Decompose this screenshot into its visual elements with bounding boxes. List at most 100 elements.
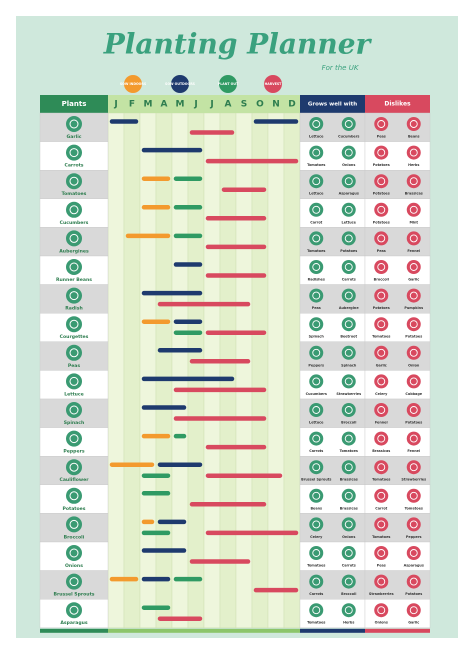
plant-name: Broccoli xyxy=(64,534,85,540)
dislike-icon-detail xyxy=(377,177,386,186)
dislike-icon xyxy=(406,431,421,446)
companion-icon xyxy=(341,603,356,618)
dislike-icon-detail xyxy=(409,177,418,186)
companion-name: Brussel Sprouts xyxy=(301,478,331,482)
plant-icon xyxy=(66,487,82,504)
companion-icon-detail xyxy=(344,120,353,128)
plant-icon-detail xyxy=(69,176,79,186)
dislike-icon xyxy=(406,574,421,589)
dislike-name: Beans xyxy=(408,135,420,139)
companion-icon xyxy=(309,174,324,189)
companion-name: Spinach xyxy=(309,335,325,339)
plant-name: Garlic xyxy=(66,134,81,140)
companion-icon xyxy=(309,117,324,131)
dislike-name: Potatoes xyxy=(405,421,422,425)
plant-name: Radish xyxy=(65,306,83,312)
companion-icon xyxy=(309,260,324,274)
plant-icon xyxy=(66,344,82,361)
companion-name: Tomatoes xyxy=(307,564,325,568)
dislike-name: Onion xyxy=(408,363,420,367)
companion-icon-detail xyxy=(312,577,321,586)
plant-icon xyxy=(66,402,82,418)
plant-name: Runner Beans xyxy=(56,277,92,283)
companion-icon-detail xyxy=(312,320,321,329)
dislike-name: Tomatoes xyxy=(372,478,390,482)
companion-icon-detail xyxy=(312,377,321,386)
companion-name: Lettuce xyxy=(342,220,357,224)
companion-icon xyxy=(309,374,324,389)
companion-icon-detail xyxy=(344,348,353,357)
companion-name: Cucumbers xyxy=(338,135,359,139)
month-label: M xyxy=(176,100,185,110)
plant-name: Courgettes xyxy=(60,334,89,340)
dislike-icon-detail xyxy=(377,205,386,214)
dislike-name: Cabbage xyxy=(405,392,422,396)
dislike-icon xyxy=(406,345,421,360)
companion-icon-detail xyxy=(312,491,321,500)
dislike-icon xyxy=(406,288,421,303)
dislike-icon xyxy=(374,488,389,503)
companion-icon-detail xyxy=(312,406,321,414)
dislike-icon-detail xyxy=(409,377,418,386)
companion-name: Peppers xyxy=(308,363,324,367)
legend-label: PLANT OUT xyxy=(218,82,239,86)
dislike-icon-detail xyxy=(409,606,418,615)
plant-icon xyxy=(66,116,82,132)
dislike-icon xyxy=(374,574,389,589)
dislike-name: Garlic xyxy=(408,621,419,625)
dislike-icon-detail xyxy=(377,234,386,243)
companion-icon xyxy=(341,546,356,560)
plant-name: Peppers xyxy=(63,449,84,455)
plant-icon-detail xyxy=(69,462,79,472)
companion-icon-detail xyxy=(344,463,353,472)
companion-icon xyxy=(341,174,356,189)
companion-icon xyxy=(341,374,356,389)
dislike-icon-detail xyxy=(377,606,386,615)
dislike-name: Carrot xyxy=(375,506,387,510)
dislike-icon-detail xyxy=(377,463,386,472)
months-header xyxy=(108,95,300,113)
dislike-icon-detail xyxy=(409,463,418,472)
companion-icon-detail xyxy=(344,291,353,300)
dislike-icon xyxy=(374,345,389,360)
dislikes-cell xyxy=(364,227,431,257)
companion-name: Lettuce xyxy=(309,135,324,139)
legend-label: HARVEST xyxy=(265,82,283,86)
companion-icon-detail xyxy=(344,234,353,243)
plant-icon xyxy=(66,259,82,275)
dislike-icon xyxy=(374,403,389,417)
plant-icon-detail xyxy=(69,148,79,158)
companion-icon-detail xyxy=(344,205,353,214)
companion-name: Tomatoes xyxy=(307,621,325,625)
dislike-icon xyxy=(374,431,389,446)
companion-name: Aubergine xyxy=(339,306,359,310)
companion-name: Carrots xyxy=(309,592,323,596)
dislike-icon-detail xyxy=(409,205,418,214)
month-label: N xyxy=(272,100,280,110)
dislike-icon-detail xyxy=(409,120,418,128)
dislike-icon-detail xyxy=(377,348,386,357)
companion-icon xyxy=(309,460,324,475)
companion-icon-detail xyxy=(344,377,353,386)
companion-icon-detail xyxy=(312,434,321,443)
dislike-icon-detail xyxy=(377,520,386,529)
dislike-icon-detail xyxy=(377,320,386,329)
companion-icon xyxy=(341,574,356,589)
companion-name: Carrot xyxy=(310,220,322,224)
dislike-icon-detail xyxy=(377,291,386,300)
dislike-icon xyxy=(374,231,389,246)
dislike-icon-detail xyxy=(409,520,418,529)
companion-name: Tomatoes xyxy=(340,449,358,453)
companion-icon xyxy=(341,431,356,446)
companion-icon-detail xyxy=(312,205,321,214)
month-label: A xyxy=(161,100,168,110)
companion-icon-detail xyxy=(344,491,353,500)
dislike-name: Potatoes xyxy=(373,192,390,196)
dislike-name: Garlic xyxy=(408,278,419,282)
dislike-name: Tomatoes xyxy=(405,506,423,510)
plant-icon xyxy=(66,287,82,304)
companion-name: Cucumbers xyxy=(306,392,327,396)
dislike-icon-detail xyxy=(377,120,386,128)
month-label: M xyxy=(144,100,153,110)
